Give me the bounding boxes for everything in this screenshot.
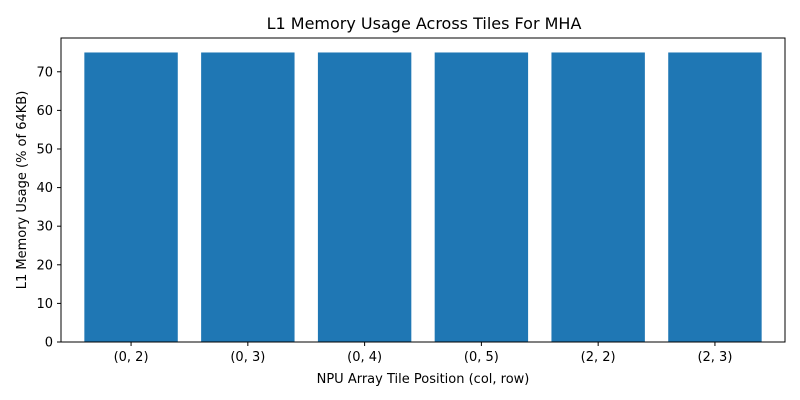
plot-frame [60, 37, 786, 343]
bars-group [84, 52, 762, 342]
y-tick-label: 70 [36, 65, 53, 80]
y-tick-label: 10 [36, 297, 53, 312]
bar [434, 52, 529, 342]
x-tick-label: (0, 2) [114, 350, 149, 365]
y-tick-label: 50 [36, 142, 53, 157]
x-tick-label: (2, 2) [581, 350, 616, 365]
x-axis-label: NPU Array Tile Position (col, row) [317, 372, 530, 387]
bar [551, 52, 645, 342]
x-tick-label: (2, 3) [697, 350, 732, 365]
bar [84, 52, 178, 342]
y-tick-label: 30 [36, 220, 53, 235]
chart-title: L1 Memory Usage Across Tiles For MHA [267, 14, 582, 33]
bar [201, 52, 295, 342]
y-tick-label: 0 [45, 336, 53, 351]
x-tick-label: (0, 3) [230, 350, 265, 365]
x-tick-label: (0, 4) [347, 350, 382, 365]
bar [668, 52, 762, 342]
y-tick-label: 20 [36, 258, 53, 273]
x-axis-ticks: (0, 2) (0, 3) (0, 4) (0, 5) (2, 2) (2, 3) [114, 342, 732, 365]
y-axis-label: L1 Memory Usage (% of 64KB) [15, 91, 30, 290]
bar [317, 52, 412, 342]
y-tick-label: 40 [36, 181, 53, 196]
y-tick-label: 60 [36, 104, 53, 119]
y-axis-ticks: 0 10 20 30 40 50 60 70 [36, 65, 61, 351]
x-tick-label: (0, 5) [464, 350, 499, 365]
